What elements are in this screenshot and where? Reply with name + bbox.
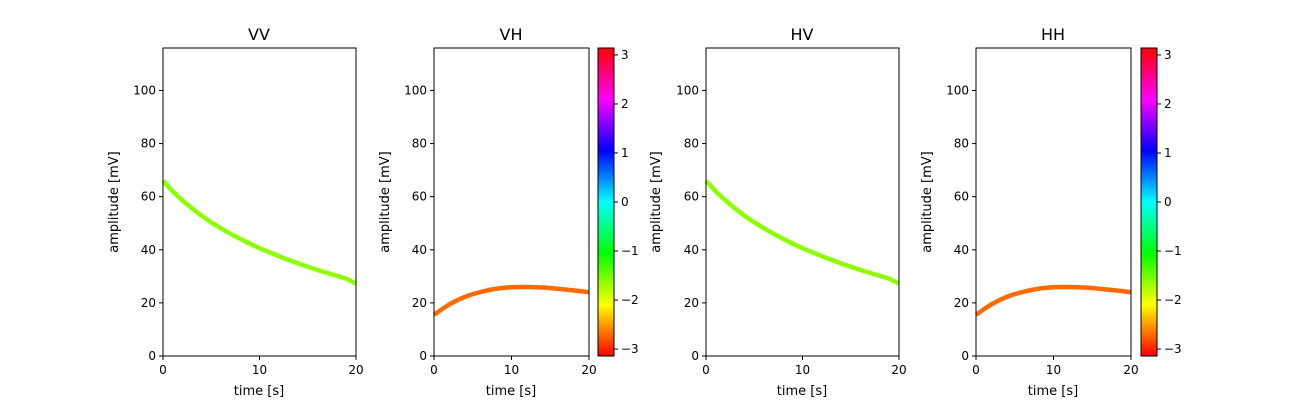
y-tick-label: 40 bbox=[412, 243, 427, 257]
series-layer bbox=[704, 179, 901, 286]
x-axis-label: time [s] bbox=[486, 384, 536, 399]
series-layer bbox=[161, 179, 358, 286]
tick-layer: 0 10 20 0 20 40 60 80 100 bbox=[133, 83, 364, 377]
y-tick-label: 80 bbox=[141, 137, 156, 151]
colorbar-ticks: −3 −2 −1 0 1 2 3 bbox=[1157, 48, 1182, 356]
x-tick-label: 0 bbox=[159, 363, 167, 377]
colorbar-tick-label: −2 bbox=[621, 293, 639, 307]
y-tick-label: 0 bbox=[691, 349, 699, 363]
colorbar-tick-label: 3 bbox=[1164, 48, 1172, 62]
colorbar-tick-label: 1 bbox=[621, 146, 629, 160]
colorbar-gradient bbox=[1140, 47, 1158, 357]
chart-title: HH bbox=[1041, 25, 1065, 44]
plot-area bbox=[162, 47, 357, 357]
colorbar-tick-label: 0 bbox=[1164, 195, 1172, 209]
x-tick-label: 20 bbox=[891, 363, 906, 377]
y-axis-label: amplitude [mV] bbox=[378, 151, 393, 253]
panel-vv: VV 0 10 20 0 20 40 60 80 100 time [s] amplitude … bbox=[107, 25, 364, 399]
y-tick-label: 80 bbox=[412, 137, 427, 151]
y-tick-label: 0 bbox=[419, 349, 427, 363]
plot-area bbox=[705, 47, 900, 357]
x-tick-label: 10 bbox=[1046, 363, 1061, 377]
y-tick-label: 60 bbox=[954, 190, 969, 204]
y-tick-label: 20 bbox=[141, 296, 156, 310]
series-line bbox=[432, 284, 590, 317]
chart-title: VV bbox=[248, 25, 270, 44]
colorbar-tick-label: −2 bbox=[1164, 293, 1182, 307]
colorbar-tick-label: 0 bbox=[621, 195, 629, 209]
plot-area bbox=[975, 47, 1132, 357]
x-tick-label: 10 bbox=[504, 363, 519, 377]
colorbar-tick-label: −3 bbox=[1164, 342, 1182, 356]
y-tick-label: 100 bbox=[946, 83, 969, 97]
y-tick-label: 80 bbox=[684, 137, 699, 151]
x-tick-label: 0 bbox=[702, 363, 710, 377]
y-tick-label: 40 bbox=[141, 243, 156, 257]
colorbar-tick-label: 2 bbox=[1164, 97, 1172, 111]
colorbar-tick-label: 3 bbox=[621, 48, 629, 62]
colorbar-gradient bbox=[597, 47, 615, 357]
x-tick-label: 20 bbox=[581, 363, 596, 377]
y-axis-label: amplitude [mV] bbox=[920, 151, 935, 253]
colorbar: −3 −2 −1 0 1 2 3 bbox=[597, 47, 639, 357]
panel-hh: HH 0 10 20 0 20 40 60 80 100 time [s] amplitude … bbox=[920, 25, 1139, 399]
x-axis-label: time [s] bbox=[777, 384, 827, 399]
x-tick-label: 10 bbox=[252, 363, 267, 377]
chart-title: HV bbox=[791, 25, 814, 44]
colorbar: −3 −2 −1 0 1 2 3 bbox=[1140, 47, 1182, 357]
y-tick-label: 40 bbox=[954, 243, 969, 257]
panel-vh: VH 0 10 20 0 20 40 60 80 100 time [s] amplitude … bbox=[378, 25, 597, 399]
x-axis-label: time [s] bbox=[234, 384, 284, 399]
y-tick-label: 0 bbox=[961, 349, 969, 363]
y-tick-label: 100 bbox=[404, 83, 427, 97]
y-tick-label: 40 bbox=[684, 243, 699, 257]
series-line bbox=[161, 179, 358, 286]
y-tick-label: 0 bbox=[148, 349, 156, 363]
series-line bbox=[974, 284, 1132, 317]
colorbar-tick-label: 1 bbox=[1164, 146, 1172, 160]
y-tick-label: 60 bbox=[684, 190, 699, 204]
x-tick-label: 20 bbox=[1123, 363, 1138, 377]
colorbar-tick-label: −1 bbox=[621, 244, 639, 258]
x-tick-label: 20 bbox=[348, 363, 363, 377]
chart-title: VH bbox=[500, 25, 523, 44]
colorbar-ticks: −3 −2 −1 0 1 2 3 bbox=[614, 48, 639, 356]
y-tick-label: 20 bbox=[954, 296, 969, 310]
y-tick-label: 60 bbox=[141, 190, 156, 204]
series-line bbox=[704, 179, 901, 286]
y-axis-label: amplitude [mV] bbox=[107, 151, 122, 253]
y-tick-label: 20 bbox=[684, 296, 699, 310]
series-layer bbox=[432, 284, 590, 317]
y-axis-label: amplitude [mV] bbox=[649, 151, 664, 253]
tick-layer: 0 10 20 0 20 40 60 80 100 bbox=[404, 83, 597, 377]
plot-area bbox=[433, 47, 590, 357]
colorbar-tick-label: −1 bbox=[1164, 244, 1182, 258]
x-axis-label: time [s] bbox=[1028, 384, 1078, 399]
x-tick-label: 10 bbox=[795, 363, 810, 377]
tick-layer: 0 10 20 0 20 40 60 80 100 bbox=[946, 83, 1139, 377]
series-layer bbox=[974, 284, 1132, 317]
panel-hv: HV 0 10 20 0 20 40 60 80 100 time [s] amplitude … bbox=[649, 25, 907, 399]
x-tick-label: 0 bbox=[972, 363, 980, 377]
y-tick-label: 60 bbox=[412, 190, 427, 204]
x-tick-label: 0 bbox=[430, 363, 438, 377]
y-tick-label: 100 bbox=[676, 83, 699, 97]
y-tick-label: 80 bbox=[954, 137, 969, 151]
colorbar-tick-label: 2 bbox=[621, 97, 629, 111]
y-tick-label: 100 bbox=[133, 83, 156, 97]
y-tick-label: 20 bbox=[412, 296, 427, 310]
tick-layer: 0 10 20 0 20 40 60 80 100 bbox=[676, 83, 907, 377]
colorbar-tick-label: −3 bbox=[621, 342, 639, 356]
